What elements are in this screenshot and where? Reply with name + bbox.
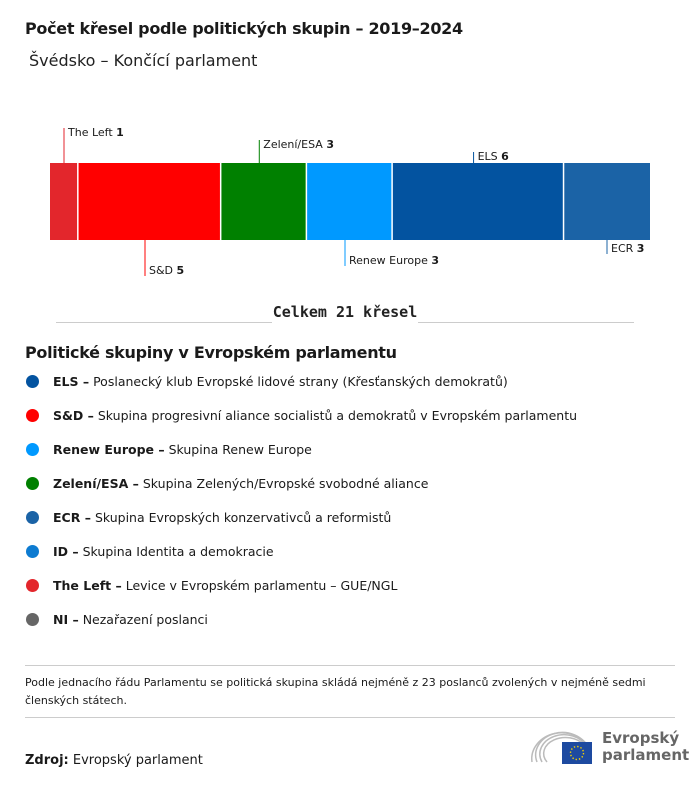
legend-item: Renew Europe – Skupina Renew Europe (26, 442, 312, 457)
legend-dot (26, 477, 39, 490)
divider (25, 665, 675, 666)
total-seats-label: Celkem 21 křesel (272, 303, 418, 321)
footnote: Podle jednacího řádu Parlamentu se polit… (25, 676, 646, 707)
category-label: Zelení/ESA (263, 138, 326, 151)
legend-item: ID – Skupina Identita a demokracie (26, 544, 274, 559)
bar-label: ECR 3 (611, 242, 644, 255)
value-label: 5 (177, 264, 185, 277)
source-value: Evropský parlament (72, 753, 203, 768)
legend-abbr: ECR – (53, 510, 91, 525)
legend-dot (26, 511, 39, 524)
parliament-hemicycle-icon (531, 731, 592, 764)
bar-label: The Left 1 (67, 126, 124, 139)
legend-abbr: S&D – (53, 408, 94, 423)
legend-name: Skupina Zelených/Evropské svobodné alian… (142, 476, 429, 491)
value-label: 1 (116, 126, 124, 139)
bar-label: Renew Europe 3 (349, 254, 439, 267)
bar-segment (307, 163, 392, 240)
legend-title: Politické skupiny v Evropském parlamentu (25, 343, 397, 362)
legend-name: Skupina progresivní aliance socialistů a… (97, 408, 578, 423)
bar-segment (564, 163, 650, 240)
legend-name: Skupina Renew Europe (168, 442, 312, 457)
divider (25, 717, 675, 718)
bar-label: S&D 5 (149, 264, 184, 277)
bar-segment (221, 163, 306, 240)
category-label: ELS (478, 150, 502, 163)
chart-title: Počet křesel podle politických skupin – … (25, 19, 463, 38)
legend-dot (26, 409, 39, 422)
legend-name: Skupina Evropských konzervativců a refor… (94, 510, 392, 525)
value-label: 3 (431, 254, 439, 267)
value-label: 3 (326, 138, 334, 151)
ep-logo: Evropský parlament (528, 728, 689, 766)
source: Zdroj: Evropský parlament (25, 753, 203, 768)
logo-text-line1: Evropský (602, 729, 680, 747)
bar-segment (78, 163, 220, 240)
bar-segment (50, 163, 78, 240)
legend-abbr: Zelení/ESA – (53, 476, 139, 491)
bar-label: ELS 6 (478, 150, 510, 163)
legend-dot (26, 375, 39, 388)
legend-dot (26, 545, 39, 558)
legend-item: ELS – Poslanecký klub Evropské lidové st… (26, 374, 508, 389)
legend-item: NI – Nezařazení poslanci (26, 612, 208, 627)
category-label: Renew Europe (349, 254, 431, 267)
category-label: ECR (611, 242, 637, 255)
legend-dot (26, 443, 39, 456)
value-label: 3 (637, 242, 645, 255)
legend-name: Levice v Evropském parlamentu – GUE/NGL (125, 578, 398, 593)
divider (56, 322, 272, 323)
legend-abbr: ID – (53, 544, 79, 559)
legend-item: Zelení/ESA – Skupina Zelených/Evropské s… (26, 476, 428, 491)
legend-abbr: Renew Europe – (53, 442, 165, 457)
legend-item: S&D – Skupina progresivní aliance social… (26, 408, 577, 423)
legend-item: The Left – Levice v Evropském parlamentu… (26, 578, 397, 593)
legend-name: Nezařazení poslanci (82, 612, 208, 627)
bar-label: Zelení/ESA 3 (263, 138, 334, 151)
chart-subtitle: Švédsko – Končící parlament (29, 51, 258, 70)
legend-item: ECR – Skupina Evropských konzervativců a… (26, 510, 391, 525)
category-label: S&D (149, 264, 177, 277)
legend-dot (26, 613, 39, 626)
legend-name: Poslanecký klub Evropské lidové strany (… (93, 374, 508, 389)
divider (418, 322, 634, 323)
legend-abbr: The Left – (53, 578, 122, 593)
legend-name: Skupina Identita a demokracie (82, 544, 274, 559)
legend-abbr: ELS – (53, 374, 90, 389)
category-label: The Left (67, 126, 116, 139)
legend-dot (26, 579, 39, 592)
bar-segment (392, 163, 563, 240)
source-label: Zdroj: (25, 753, 69, 768)
legend-abbr: NI – (53, 612, 79, 627)
logo-text-line2: parlament (602, 746, 690, 764)
value-label: 6 (501, 150, 509, 163)
